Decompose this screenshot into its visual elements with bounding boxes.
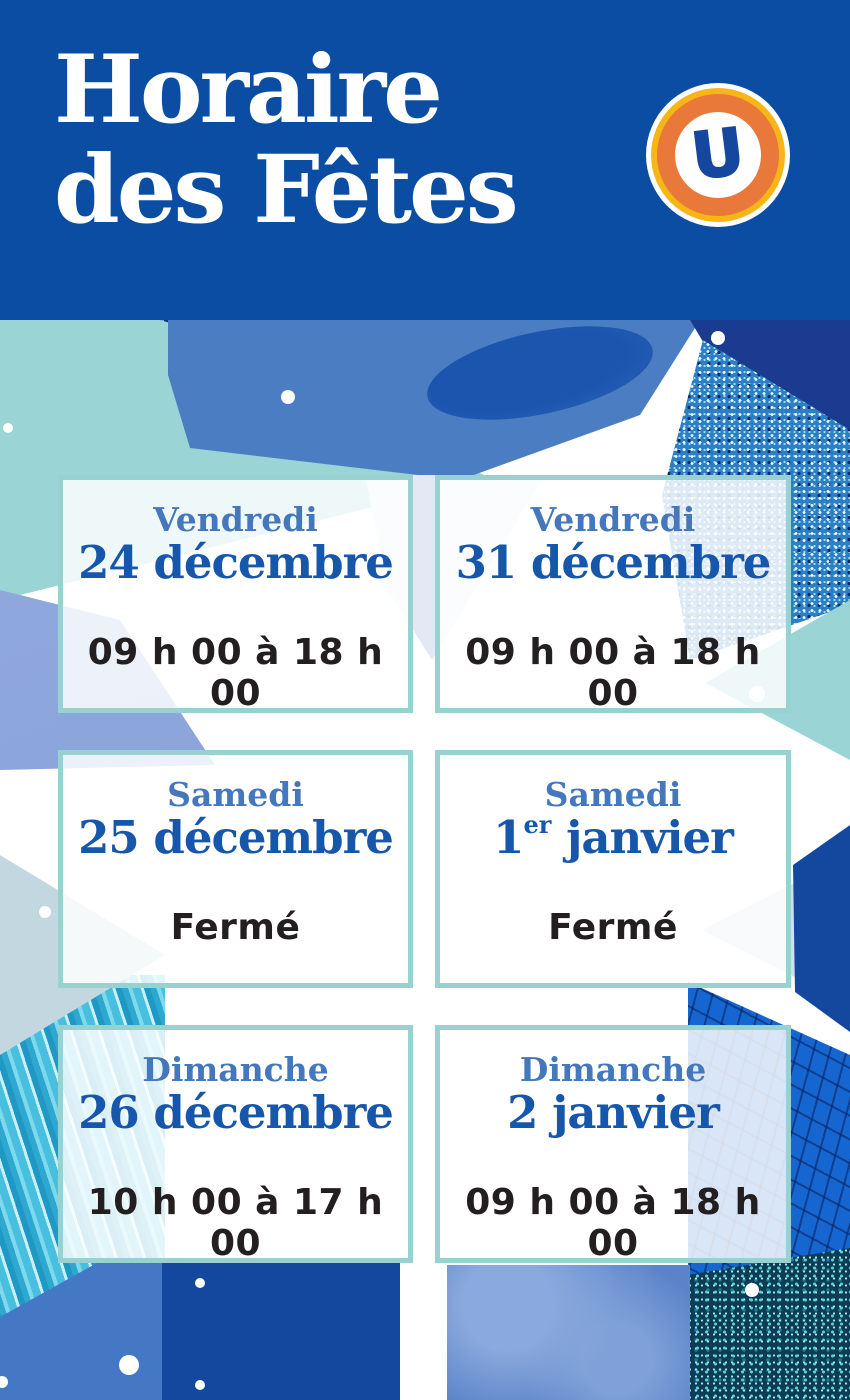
card-day: Samedi <box>167 775 304 814</box>
card-date-main: 31 décembre <box>455 536 772 590</box>
decor-dot <box>119 1355 139 1375</box>
header-banner: Horaire des Fêtes U <box>0 0 850 320</box>
card-date: 26 décembre <box>78 1086 394 1140</box>
logo-u-letter: U <box>687 114 750 196</box>
card-date: 31 décembre <box>455 536 772 590</box>
card-date-main: 25 décembre <box>78 811 394 865</box>
card-date-main: 24 décembre <box>78 536 394 590</box>
card-hours: 10 h 00 à 17 h 00 <box>87 1181 384 1264</box>
schedule-card: Dimanche 2 janvier 09 h 00 à 18 h 00 <box>435 1025 791 1264</box>
card-hours: Fermé <box>170 906 301 948</box>
decor-dot <box>195 1278 205 1288</box>
decor-dot <box>39 906 51 918</box>
u-brand-logo-icon: U <box>646 83 790 227</box>
card-date-main: 1 <box>493 811 524 865</box>
decor-dot <box>711 331 725 345</box>
card-day: Vendredi <box>153 500 318 539</box>
decor-dot <box>3 423 13 433</box>
schedule-card: Vendredi 24 décembre 09 h 00 à 18 h 00 <box>58 475 413 714</box>
card-date: 24 décembre <box>78 536 394 590</box>
card-date: 2 janvier <box>507 1086 720 1140</box>
schedule-card: Samedi 1er janvier Fermé <box>435 750 791 988</box>
page-title-line1: Horaire <box>54 35 443 145</box>
schedule-card: Dimanche 26 décembre 10 h 00 à 17 h 00 <box>58 1025 413 1264</box>
decor-dot <box>195 1380 205 1390</box>
decor-dot <box>281 390 295 404</box>
card-day: Samedi <box>544 775 682 814</box>
card-hours: 09 h 00 à 18 h 00 <box>465 631 761 714</box>
card-day: Vendredi <box>530 500 696 539</box>
card-hours: 09 h 00 à 18 h 00 <box>87 631 384 714</box>
card-day: Dimanche <box>519 1050 707 1089</box>
card-date: 25 décembre <box>78 811 394 865</box>
schedule-card: Vendredi 31 décembre 09 h 00 à 18 h 00 <box>435 475 791 714</box>
teal-glitter-corner <box>688 1248 850 1400</box>
card-date-rest: janvier <box>551 811 734 865</box>
card-date-main: 26 décembre <box>78 1086 394 1140</box>
decor-dot <box>0 1376 8 1388</box>
watercolor-bottom <box>447 1265 690 1400</box>
decor-dot <box>745 1283 759 1297</box>
card-hours: Fermé <box>548 906 678 948</box>
logo-center-disc <box>675 112 761 198</box>
page-title: Horaire des Fêtes <box>54 35 519 245</box>
cards-grid: Vendredi 24 décembre 09 h 00 à 18 h 00 V… <box>58 475 791 1264</box>
card-date: 1er janvier <box>493 810 734 865</box>
card-date-main: 2 janvier <box>507 1086 720 1140</box>
page-title-line2: des Fêtes <box>54 135 519 245</box>
card-date-sup: er <box>523 810 552 840</box>
card-hours: 09 h 00 à 18 h 00 <box>465 1181 761 1264</box>
schedule-card: Samedi 25 décembre Fermé <box>58 750 413 988</box>
card-day: Dimanche <box>142 1050 329 1089</box>
